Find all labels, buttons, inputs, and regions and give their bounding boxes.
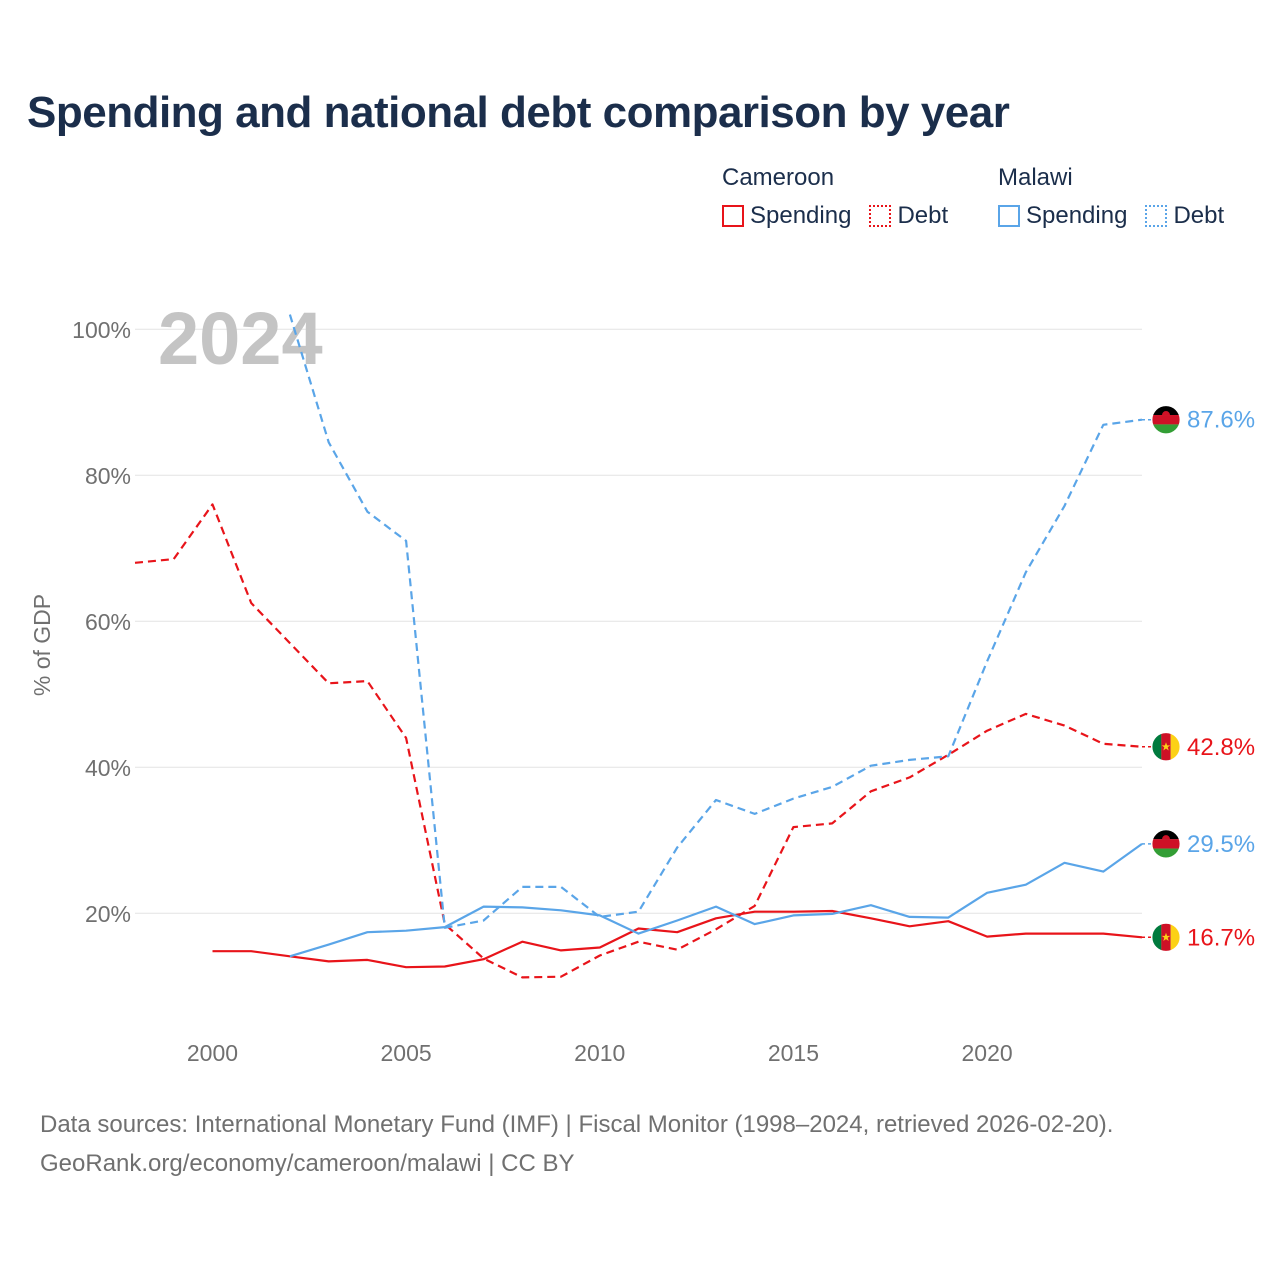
legend-group-cameroon: Cameroon Spending Debt <box>722 160 948 230</box>
year-watermark: 2024 <box>158 297 323 380</box>
legend-label: Debt <box>1173 202 1225 229</box>
series-line-malawi-spending[interactable] <box>289 843 1143 958</box>
y-tick-label: 60% <box>85 609 131 635</box>
x-tick-label: 2005 <box>381 1040 432 1066</box>
y-axis-title: % of GDP <box>29 594 55 696</box>
source-line-2[interactable]: GeoRank.org/economy/cameroon/malawi | CC… <box>40 1150 575 1177</box>
end-value-label: 29.5% <box>1187 831 1255 858</box>
legend-item-cameroon-spending[interactable]: Spending <box>722 202 851 230</box>
source-note: Data sources: International Monetary Fun… <box>40 1105 1113 1183</box>
legend-country-cameroon: Cameroon <box>722 164 835 191</box>
legend-item-malawi-debt[interactable]: Debt <box>1145 202 1224 230</box>
legend-swatch-dotted-icon <box>869 205 892 227</box>
y-tick-label: 100% <box>72 317 131 343</box>
chart-plot-area: 2024 20% 40% 60% 80% 100% 2000 2005 2010 2015 202… <box>29 297 1255 1066</box>
x-tick-label: 2000 <box>187 1040 238 1066</box>
x-tick-label: 2010 <box>574 1040 625 1066</box>
y-tick-label: 20% <box>85 901 131 927</box>
chart-title: Spending and national debt comparison by… <box>27 88 1010 137</box>
x-tick-label: 2015 <box>768 1040 819 1066</box>
series-line-cameroon-debt[interactable] <box>134 503 1143 979</box>
flag-cameroon-icon <box>1151 922 1181 952</box>
legend-swatch-solid-icon <box>998 205 1020 227</box>
x-tick-label: 2020 <box>961 1040 1012 1066</box>
legend-label: Debt <box>897 202 949 229</box>
series-line-cameroon-spending[interactable] <box>212 909 1143 969</box>
flag-malawi-icon <box>1151 405 1181 435</box>
legend-swatch-solid-icon <box>722 205 744 227</box>
series-line-malawi-debt[interactable] <box>288 314 1143 929</box>
legend-item-malawi-spending[interactable]: Spending <box>998 202 1127 230</box>
end-value-label: 87.6% <box>1187 407 1255 434</box>
y-tick-label: 40% <box>85 755 131 781</box>
legend-label: Spending <box>750 202 852 229</box>
legend-label: Spending <box>1026 202 1128 229</box>
legend-swatch-dotted-icon <box>1145 205 1168 227</box>
y-tick-label: 80% <box>85 463 131 489</box>
end-value-label: 42.8% <box>1187 734 1255 761</box>
legend-item-cameroon-debt[interactable]: Debt <box>869 202 948 230</box>
end-value-label: 16.7% <box>1187 924 1255 951</box>
flag-cameroon-icon <box>1151 732 1181 762</box>
source-line-1: Data sources: International Monetary Fun… <box>40 1111 1114 1138</box>
legend-group-malawi: Malawi Spending Debt <box>998 160 1224 230</box>
flag-malawi-icon <box>1151 829 1181 859</box>
legend-country-malawi: Malawi <box>998 164 1073 191</box>
